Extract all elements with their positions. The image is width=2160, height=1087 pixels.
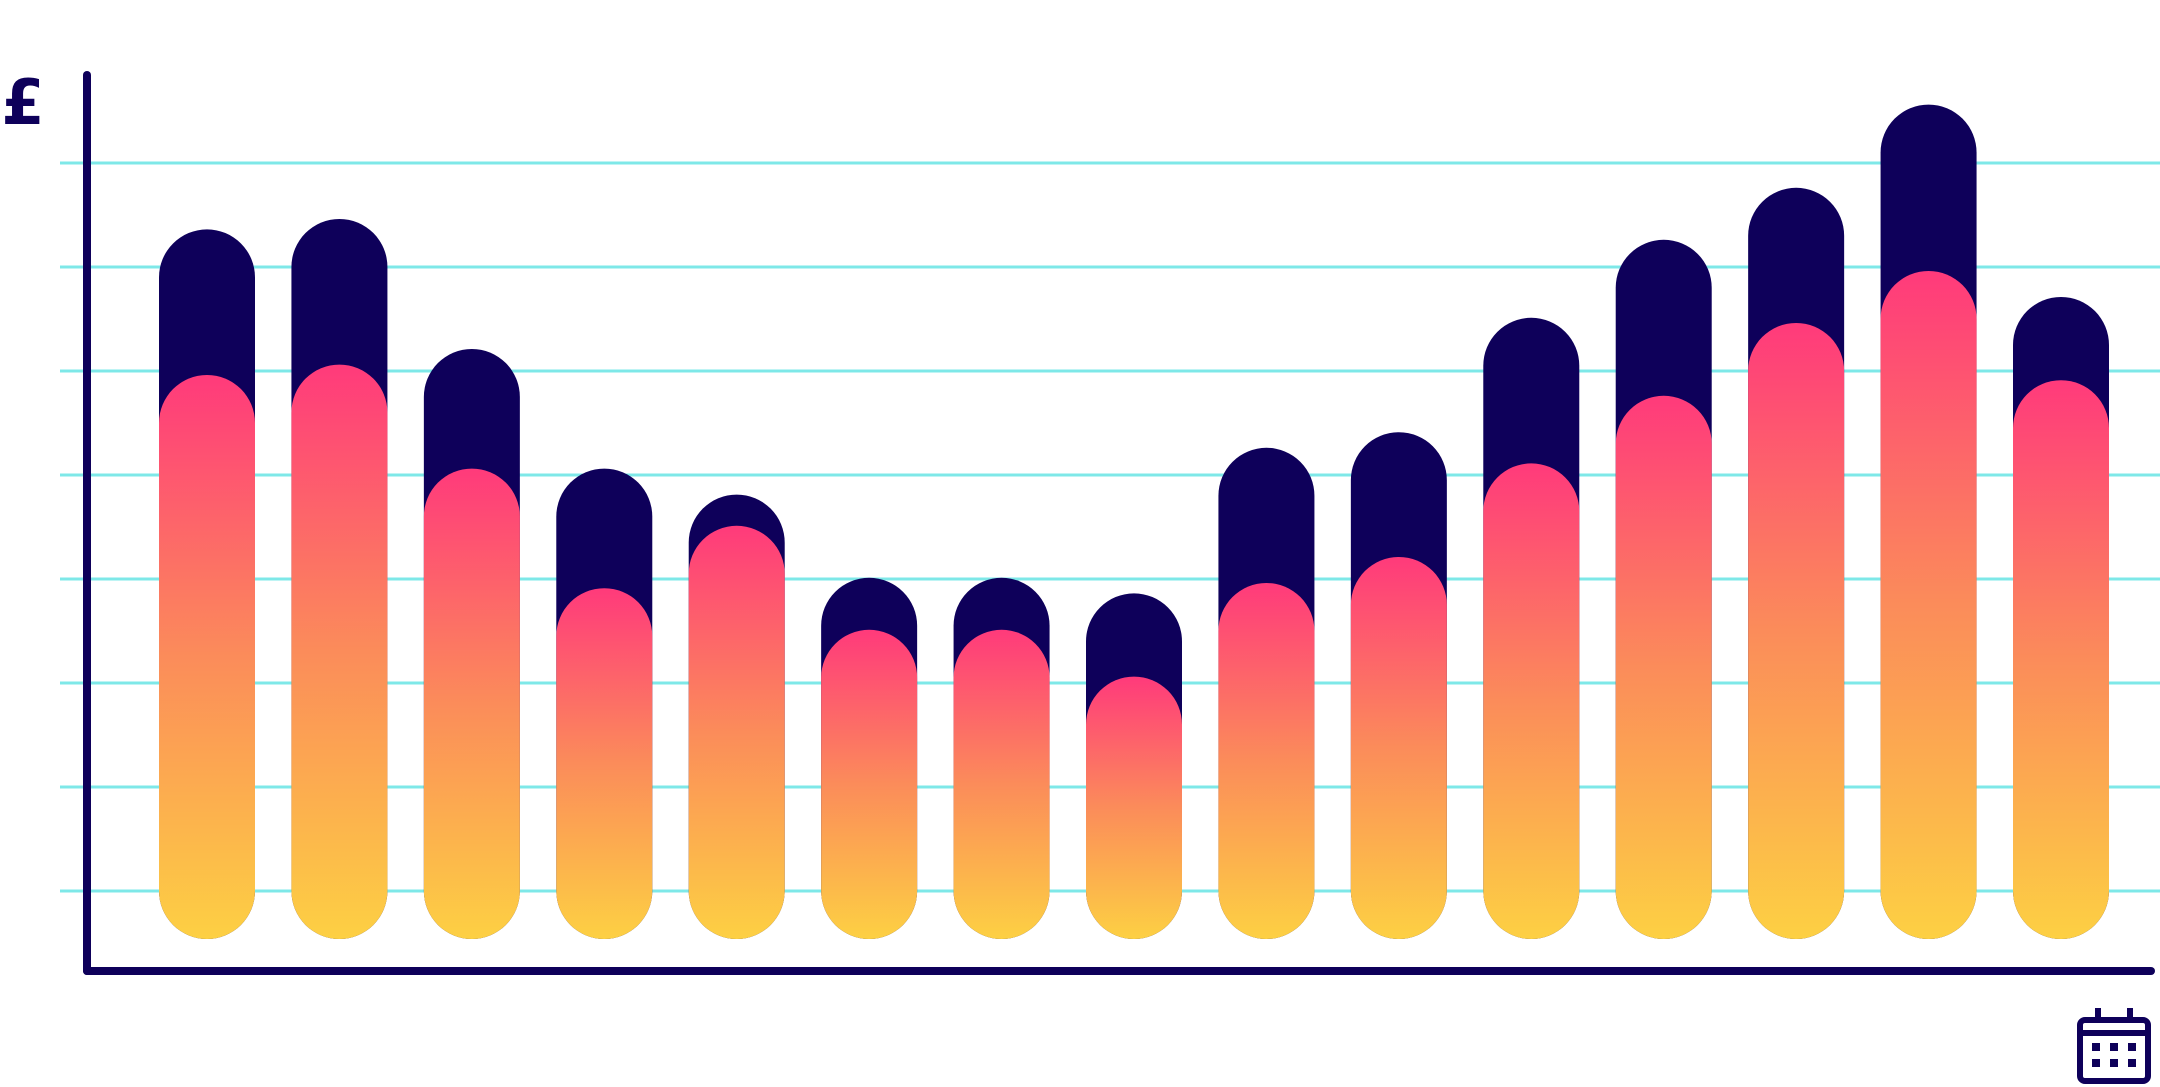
bar-inner [1218, 583, 1315, 939]
bars [159, 104, 2109, 940]
bar-inner [1748, 323, 1845, 939]
bar-inner [2013, 380, 2109, 939]
calendar-icon [2077, 1008, 2151, 1084]
bar-inner [556, 588, 653, 939]
bar-inner [1483, 463, 1580, 939]
bar-inner [1086, 676, 1182, 939]
bar-inner [291, 364, 388, 940]
axes [83, 71, 2155, 975]
bar-inner [423, 468, 520, 939]
bar-inner [688, 525, 785, 939]
bar-inner [1880, 271, 1977, 939]
bar-inner [821, 629, 918, 939]
bar-inner [1615, 395, 1712, 939]
bar-inner [159, 375, 255, 939]
bar-inner [1350, 557, 1447, 939]
bar-inner [953, 629, 1050, 939]
y-axis-label: £ [1, 66, 45, 139]
